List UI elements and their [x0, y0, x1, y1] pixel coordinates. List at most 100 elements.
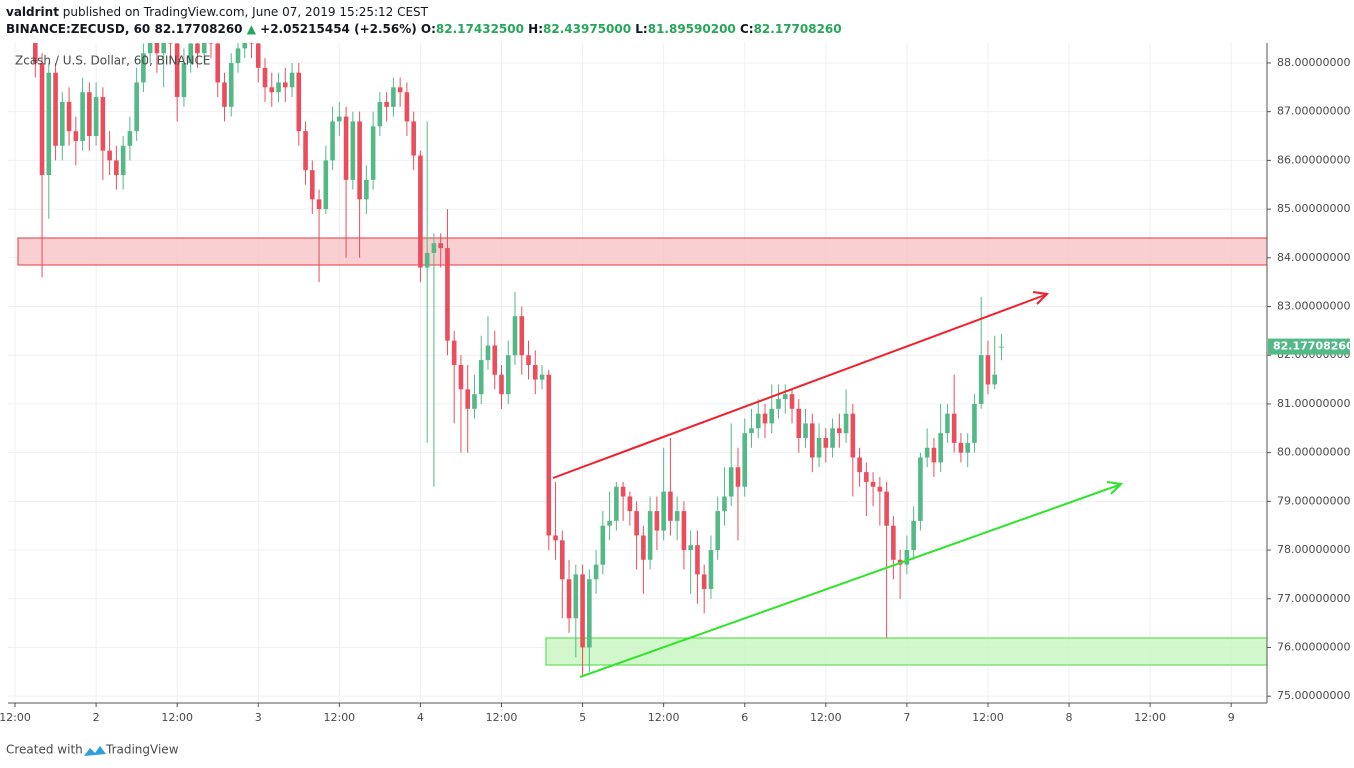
candle-body: [823, 438, 829, 448]
candle-body: [39, 62, 45, 176]
candle-body: [654, 511, 660, 531]
price-tag: [1268, 338, 1350, 355]
x-tick-label: 5: [579, 711, 586, 724]
candle-body: [32, 43, 38, 63]
candle-body: [958, 442, 964, 453]
upper-trend-line: [552, 294, 1046, 479]
c-value: 82.17708260: [754, 22, 842, 36]
l-label: L:: [635, 22, 647, 36]
candle-body: [809, 423, 815, 458]
candle-body: [222, 82, 227, 107]
candle-body: [296, 72, 302, 132]
x-tick-label: 12:00: [648, 711, 680, 724]
y-tick-label: 86.00000000: [1277, 153, 1350, 166]
candle-body: [580, 574, 585, 648]
candle-body: [357, 121, 362, 200]
candle-body: [303, 131, 308, 171]
candle-body: [661, 491, 666, 531]
candle-body: [607, 520, 612, 526]
x-tick-label: 12:00: [810, 711, 842, 724]
candle-body: [269, 87, 275, 93]
x-tick-label: 12:00: [972, 711, 1004, 724]
candle-body: [803, 423, 808, 439]
symbol-line: BINANCE:ZECUSD, 60 82.17708260 ▲ +2.0521…: [6, 22, 842, 36]
candle-body: [174, 43, 180, 98]
tradingview-logo: [84, 746, 106, 756]
price-tag-label: 82.17708260: [1273, 340, 1354, 353]
candle-body: [438, 243, 443, 249]
candle-body: [519, 316, 525, 356]
candle-body: [465, 389, 471, 409]
candle-body: [154, 43, 160, 54]
candle-body: [695, 545, 700, 575]
x-tick-label: 6: [741, 711, 748, 724]
candle-body: [208, 43, 214, 44]
candle-body: [850, 413, 856, 458]
candle-body: [749, 428, 754, 434]
h-value: 82.43975000: [543, 22, 631, 36]
candle-body: [864, 472, 869, 482]
candle-body: [411, 121, 416, 156]
candle-body: [573, 574, 579, 619]
candle-body: [249, 43, 254, 44]
candle-body: [789, 394, 795, 409]
candle-body: [627, 496, 633, 512]
y-tick-label: 75.00000000: [1277, 689, 1350, 702]
candle-body: [701, 574, 707, 590]
resistance-zone: [17, 237, 1267, 266]
candle-body: [999, 346, 1004, 348]
candle-body: [735, 467, 741, 487]
o-value: 82.17432500: [436, 22, 524, 36]
x-tick-label: 4: [417, 711, 424, 724]
header-line: valdrint published on TradingView.com, J…: [6, 5, 429, 19]
candle-body: [620, 486, 626, 497]
candle-body: [945, 413, 950, 434]
candle-body: [512, 316, 518, 356]
candle-body: [215, 43, 221, 83]
candle-body: [235, 48, 241, 63]
tradingview-brand[interactable]: TradingView: [105, 743, 179, 757]
candle-body: [134, 82, 139, 132]
candle-body: [600, 525, 606, 565]
c-label: C:: [740, 22, 754, 36]
candle-body: [127, 131, 133, 146]
candle-body: [66, 101, 72, 132]
y-tick-label: 87.00000000: [1277, 105, 1350, 118]
candle-body: [634, 511, 639, 536]
candle-body: [188, 43, 193, 63]
x-tick-label: 9: [1228, 711, 1235, 724]
candle-body: [965, 442, 970, 453]
candle-body: [546, 374, 552, 536]
candle-body: [499, 374, 504, 395]
y-tick-label: 81.00000000: [1277, 397, 1350, 410]
candle-body: [107, 150, 112, 161]
candle-body: [343, 116, 349, 180]
candle-body: [891, 525, 896, 560]
candle-body: [985, 355, 991, 385]
last-price: 82.17708260: [154, 22, 242, 36]
candle-body: [114, 160, 119, 175]
candle-body: [485, 345, 491, 361]
candle-body: [404, 92, 410, 122]
candle-body: [141, 53, 146, 83]
candle-body: [472, 394, 477, 409]
candle-body: [918, 457, 923, 521]
x-tick-label: 8: [1066, 711, 1073, 724]
candle-body: [505, 355, 511, 395]
candle-body: [364, 179, 369, 200]
candle-body: [884, 491, 889, 526]
candle-body: [755, 413, 761, 429]
l-value: 81.89590200: [648, 22, 736, 36]
candle-body: [816, 438, 822, 458]
x-tick-label: 12:00: [323, 711, 355, 724]
y-tick-label: 84.00000000: [1277, 251, 1350, 264]
change-arrow: ▲: [247, 22, 257, 36]
candle-body: [532, 364, 538, 380]
candle-body: [614, 486, 619, 521]
candle-body: [708, 550, 714, 590]
candle-body: [728, 467, 734, 497]
candle-body: [688, 545, 693, 551]
candle-body: [539, 374, 545, 380]
candle-body: [762, 413, 768, 424]
candle-body: [931, 447, 937, 463]
